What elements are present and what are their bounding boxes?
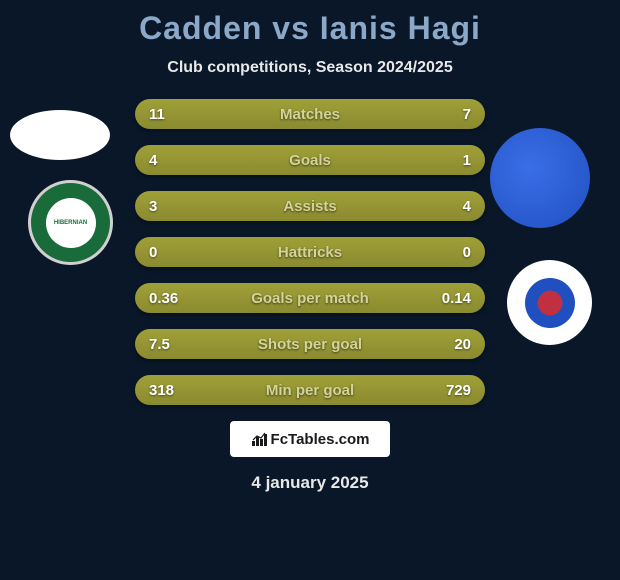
stat-row-min-per-goal: 318 Min per goal 729 xyxy=(135,375,485,405)
fctables-badge: FcTables.com xyxy=(230,421,390,457)
subtitle: Club competitions, Season 2024/2025 xyxy=(0,59,620,77)
stat-left-value: 318 xyxy=(149,382,189,399)
stat-label: Goals xyxy=(289,152,331,169)
stat-right-value: 0 xyxy=(431,244,471,261)
date: 4 january 2025 xyxy=(0,473,620,493)
stat-right-value: 729 xyxy=(431,382,471,399)
stat-row-matches: 11 Matches 7 xyxy=(135,99,485,129)
stat-right-value: 0.14 xyxy=(431,290,471,307)
stat-label: Shots per goal xyxy=(258,336,362,353)
stat-left-value: 7.5 xyxy=(149,336,189,353)
stat-row-goals: 4 Goals 1 xyxy=(135,145,485,175)
stat-label: Matches xyxy=(280,106,340,123)
stat-label: Hattricks xyxy=(278,244,342,261)
page-title: Cadden vs Ianis Hagi xyxy=(0,10,620,47)
fctables-label: FcTables.com xyxy=(271,431,370,448)
stat-row-shots-per-goal: 7.5 Shots per goal 20 xyxy=(135,329,485,359)
stat-row-assists: 3 Assists 4 xyxy=(135,191,485,221)
stat-label: Min per goal xyxy=(266,382,354,399)
chart-icon xyxy=(251,431,267,447)
stat-left-value: 0 xyxy=(149,244,189,261)
stat-left-value: 11 xyxy=(149,106,189,123)
stats-area: 11 Matches 7 4 Goals 1 3 Assists 4 0 Hat… xyxy=(0,99,620,405)
stat-row-goals-per-match: 0.36 Goals per match 0.14 xyxy=(135,283,485,313)
stat-label: Goals per match xyxy=(251,290,369,307)
comparison-container: Cadden vs Ianis Hagi Club competitions, … xyxy=(0,0,620,580)
stat-right-value: 1 xyxy=(431,152,471,169)
stat-left-value: 0.36 xyxy=(149,290,189,307)
stat-left-value: 3 xyxy=(149,198,189,215)
stat-right-value: 4 xyxy=(431,198,471,215)
stat-right-value: 7 xyxy=(431,106,471,123)
stat-row-hattricks: 0 Hattricks 0 xyxy=(135,237,485,267)
stat-label: Assists xyxy=(283,198,336,215)
stat-right-value: 20 xyxy=(431,336,471,353)
stat-left-value: 4 xyxy=(149,152,189,169)
